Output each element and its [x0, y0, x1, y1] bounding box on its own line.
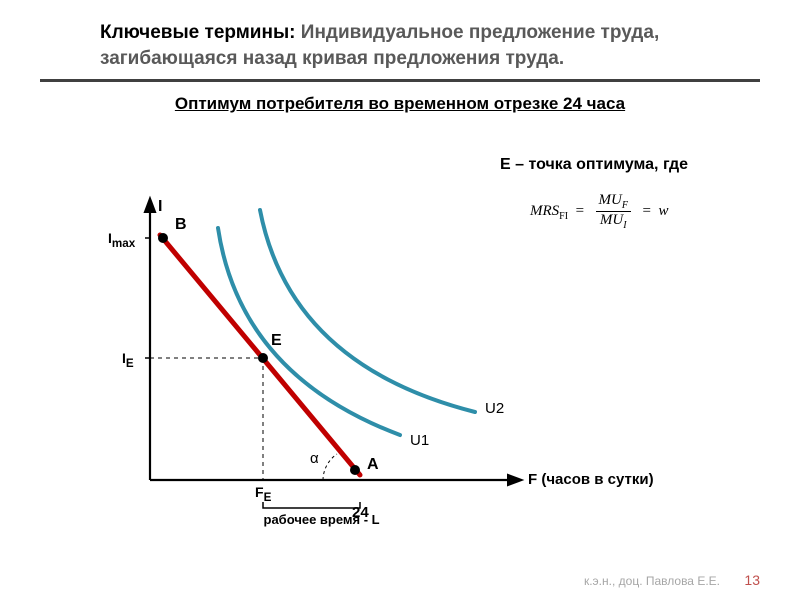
angle-alpha-label: α: [310, 450, 319, 467]
tick-ie: IE: [122, 350, 134, 370]
point-b-label: B: [175, 216, 187, 234]
footer-author: к.э.н., доц. Павлова Е.Е.: [584, 574, 720, 588]
chart-svg: [0, 140, 800, 560]
x-axis-label: F (часов в сутки): [528, 471, 654, 488]
slide-subtitle: Оптимум потребителя во временном отрезке…: [60, 94, 740, 114]
tick-imax: Imax: [108, 230, 135, 250]
point-a-label: A: [367, 456, 379, 474]
tick-fe: FE: [255, 484, 271, 504]
working-time-label: рабочее время - L: [264, 512, 380, 527]
point-e-label: E: [271, 332, 282, 350]
slide-title: Ключевые термины: Индивидуальное предлож…: [40, 0, 760, 82]
chart-canvas: E – точка оптимума, где MRSFI = MUF MUI …: [0, 140, 800, 560]
curve-u2-label: U2: [485, 400, 504, 417]
y-axis-label: I: [158, 198, 162, 216]
footer-page: 13: [744, 572, 760, 588]
curve-u1-label: U1: [410, 432, 429, 449]
title-prefix: Ключевые термины:: [100, 22, 301, 43]
